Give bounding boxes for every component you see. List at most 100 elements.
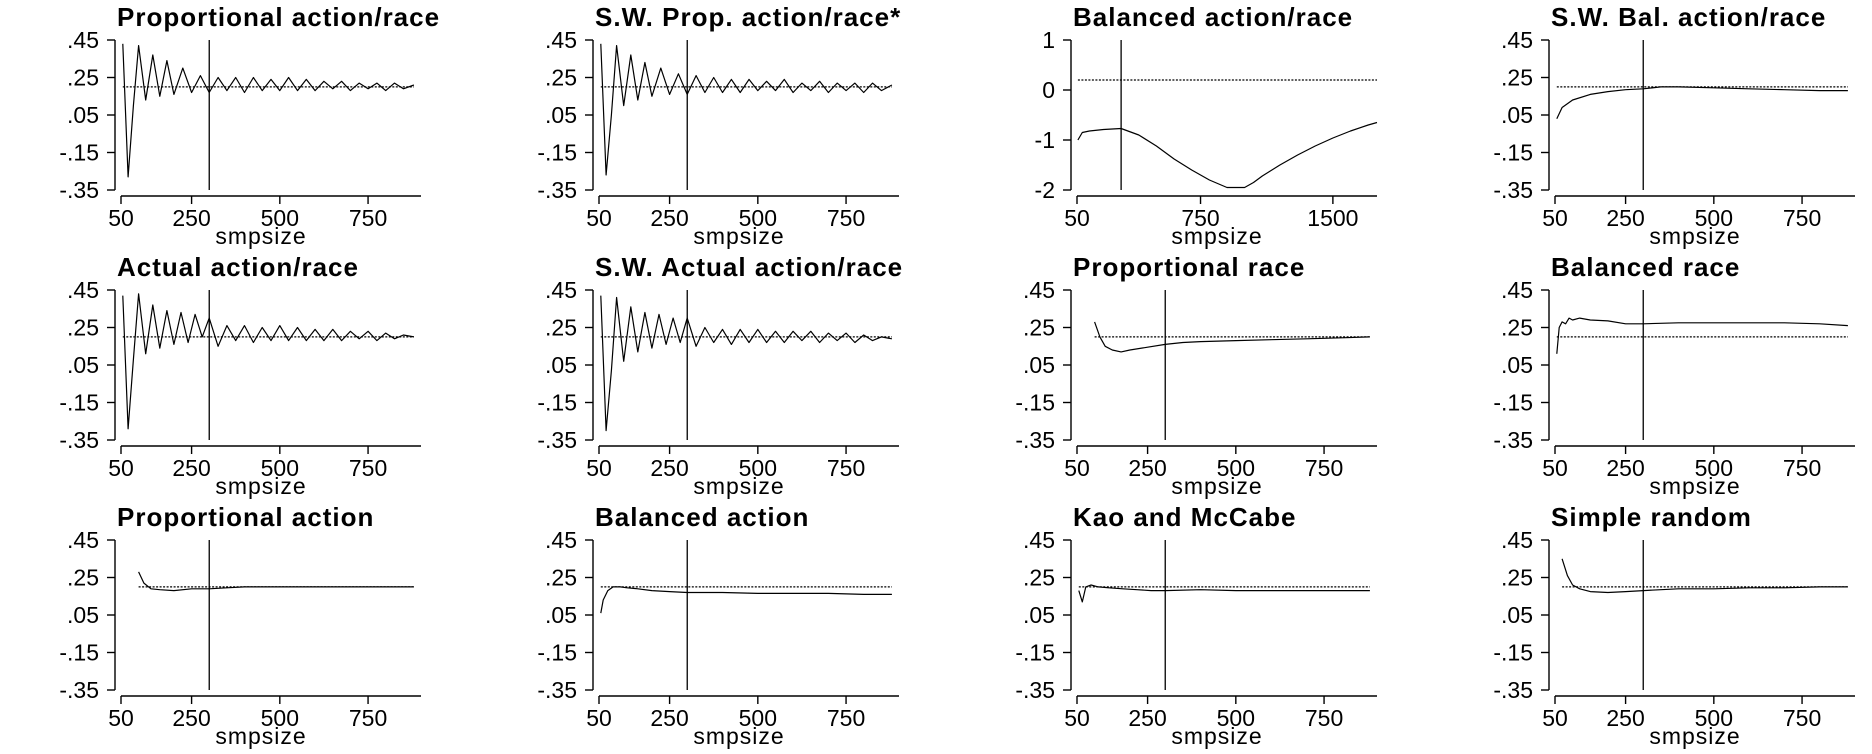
chart-title: Balanced action bbox=[595, 502, 810, 532]
y-tick-label: -.15 bbox=[1493, 640, 1533, 666]
x-tick-label: 250 bbox=[172, 705, 210, 731]
x-tick-label: 250 bbox=[1128, 455, 1166, 481]
plot-area: .45 .25 .05 -.15 -.35 50 250 500 750 smpsize bbox=[59, 527, 421, 749]
y-tick-label: -.15 bbox=[1015, 390, 1055, 416]
estimate-series-line bbox=[122, 43, 415, 178]
x-tick-label: 500 bbox=[1695, 205, 1733, 231]
y-tick-label: .25 bbox=[1023, 565, 1055, 591]
plot-area: .45 .25 .05 -.15 -.35 50 250 500 750 smpsize bbox=[59, 277, 421, 499]
chart-panel: Simple random .45 .25 .05 -.15 -.35 50 250 500 75… bbox=[1437, 500, 1872, 750]
y-tick-label: .25 bbox=[67, 315, 99, 341]
chart-title: S.W. Prop. action/race* bbox=[595, 2, 902, 32]
estimate-series-line bbox=[122, 293, 415, 430]
x-axis-label: smpsize bbox=[1649, 473, 1740, 499]
x-tick-label: 750 bbox=[349, 705, 387, 731]
y-tick-label: -.15 bbox=[59, 390, 99, 416]
x-axis-label: smpsize bbox=[693, 723, 784, 749]
x-tick-label: 250 bbox=[172, 205, 210, 231]
y-tick-label: -.15 bbox=[1493, 140, 1533, 166]
estimate-series-line bbox=[1561, 558, 1848, 594]
chart-panel: Actual action/race .45 .25 .05 -.15 -.35 50 250… bbox=[3, 250, 471, 500]
chart-panel: S.W. Actual action/race .45 .25 .05 -.15 -.35… bbox=[481, 250, 949, 500]
chart-title: Actual action/race bbox=[117, 252, 359, 282]
plot-area: .45 .25 .05 -.15 -.35 50 250 500 750 smpsize bbox=[1493, 277, 1855, 499]
y-tick-label: -.15 bbox=[59, 640, 99, 666]
y-tick-label: -.35 bbox=[1493, 177, 1533, 203]
y-tick-label: .05 bbox=[545, 352, 577, 378]
estimate-series-line bbox=[600, 43, 893, 176]
y-tick-label: .05 bbox=[1501, 102, 1533, 128]
y-tick-label: .45 bbox=[545, 277, 577, 303]
x-tick-label: 50 bbox=[586, 455, 612, 481]
y-tick-label: .25 bbox=[1501, 65, 1533, 91]
y-tick-label: .45 bbox=[67, 527, 99, 553]
y-tick-label: -.35 bbox=[1493, 677, 1533, 703]
estimate-series-line bbox=[1556, 86, 1848, 120]
x-tick-label: 500 bbox=[261, 705, 299, 731]
y-tick-label: .05 bbox=[1501, 352, 1533, 378]
plot-area: .45 .25 .05 -.15 -.35 50 250 500 750 smpsize bbox=[1493, 527, 1855, 749]
y-tick-label: .25 bbox=[1501, 315, 1533, 341]
x-axis-label: smpsize bbox=[215, 473, 306, 499]
x-tick-label: 50 bbox=[586, 705, 612, 731]
chart-panel: Balanced action/race 1 0 -1 -2 50 750 1500 smpsi… bbox=[959, 0, 1427, 250]
x-tick-label: 500 bbox=[1695, 705, 1733, 731]
x-axis-label: smpsize bbox=[1649, 723, 1740, 749]
estimate-series-line bbox=[1094, 321, 1370, 353]
y-tick-label: .45 bbox=[67, 277, 99, 303]
x-tick-label: 50 bbox=[1542, 455, 1568, 481]
y-tick-label: -.35 bbox=[59, 177, 99, 203]
y-tick-label: .25 bbox=[67, 565, 99, 591]
x-tick-label: 750 bbox=[349, 205, 387, 231]
x-tick-label: 500 bbox=[1695, 455, 1733, 481]
x-tick-label: 50 bbox=[586, 205, 612, 231]
y-tick-label: 0 bbox=[1042, 77, 1055, 103]
x-tick-label: 500 bbox=[739, 455, 777, 481]
x-tick-label: 50 bbox=[1064, 705, 1090, 731]
y-tick-label: -.15 bbox=[1493, 390, 1533, 416]
y-tick-label: -.35 bbox=[1015, 677, 1055, 703]
y-tick-label: .25 bbox=[545, 315, 577, 341]
estimate-series-line bbox=[1077, 121, 1378, 189]
y-tick-label: 1 bbox=[1042, 27, 1055, 53]
x-tick-label: 750 bbox=[349, 455, 387, 481]
x-tick-label: 750 bbox=[1783, 455, 1821, 481]
x-tick-label: 50 bbox=[1542, 705, 1568, 731]
y-tick-label: .05 bbox=[1501, 602, 1533, 628]
chart-title: Kao and McCabe bbox=[1073, 502, 1297, 532]
x-tick-label: 500 bbox=[261, 455, 299, 481]
chart-title: Proportional action bbox=[117, 502, 375, 532]
estimate-series-line bbox=[600, 586, 892, 614]
y-tick-label: -2 bbox=[1035, 177, 1055, 203]
x-tick-label: 500 bbox=[739, 205, 777, 231]
y-tick-label: .45 bbox=[1501, 527, 1533, 553]
y-tick-label: .25 bbox=[545, 565, 577, 591]
y-tick-label: .25 bbox=[1501, 565, 1533, 591]
x-tick-label: 50 bbox=[1542, 205, 1568, 231]
x-tick-label: 750 bbox=[1181, 205, 1219, 231]
plot-area: .45 .25 .05 -.15 -.35 50 250 500 750 smpsize bbox=[537, 277, 899, 499]
chart-panel: Proportional action .45 .25 .05 -.15 -.35 50 25… bbox=[3, 500, 471, 750]
plot-area: .45 .25 .05 -.15 -.35 50 250 500 750 smpsize bbox=[1015, 527, 1377, 749]
x-tick-label: 250 bbox=[1606, 455, 1644, 481]
plot-area: .45 .25 .05 -.15 -.35 50 250 500 750 smpsize bbox=[537, 527, 899, 749]
plot-area: 1 0 -1 -2 50 750 1500 smpsize bbox=[1035, 27, 1378, 249]
x-tick-label: 50 bbox=[108, 705, 134, 731]
y-tick-label: .05 bbox=[67, 102, 99, 128]
y-tick-label: .05 bbox=[545, 102, 577, 128]
x-tick-label: 50 bbox=[108, 455, 134, 481]
y-tick-label: -.15 bbox=[537, 140, 577, 166]
x-axis-label: smpsize bbox=[215, 723, 306, 749]
y-tick-label: -.35 bbox=[537, 427, 577, 453]
y-tick-label: -.35 bbox=[537, 177, 577, 203]
x-axis-label: smpsize bbox=[693, 473, 784, 499]
x-tick-label: 250 bbox=[650, 205, 688, 231]
y-tick-label: .45 bbox=[1501, 27, 1533, 53]
plot-area: .45 .25 .05 -.15 -.35 50 250 500 750 smpsize bbox=[1015, 277, 1377, 499]
chart-panel: Balanced action .45 .25 .05 -.15 -.35 50 250 500… bbox=[481, 500, 949, 750]
x-axis-label: smpsize bbox=[693, 223, 784, 249]
x-tick-label: 750 bbox=[827, 455, 865, 481]
chart-title: S.W. Bal. action/race bbox=[1551, 2, 1827, 32]
y-tick-label: .05 bbox=[1023, 352, 1055, 378]
y-tick-label: -.35 bbox=[59, 427, 99, 453]
